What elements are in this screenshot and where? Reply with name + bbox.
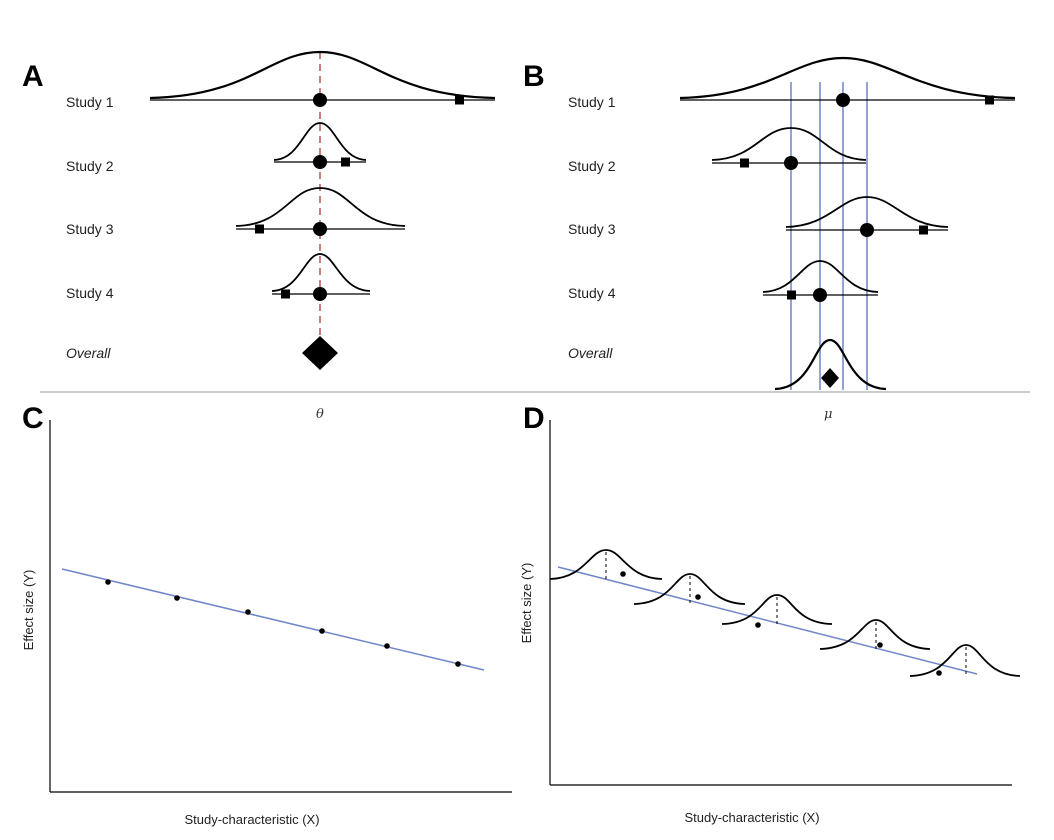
panel-b-study-3-estimate bbox=[860, 223, 874, 237]
panel-d-study-3-point bbox=[755, 622, 761, 628]
panel-d-study-2-point bbox=[695, 594, 701, 600]
panel-b-letter: B bbox=[523, 60, 545, 93]
panel-b-study-3-curve bbox=[785, 196, 949, 228]
panel-c: C Effect size (Y) Study-characteristic (… bbox=[21, 402, 512, 827]
panel-a-study-4-marker bbox=[281, 289, 290, 299]
panel-c-point-4 bbox=[319, 628, 325, 634]
panel-b-overall-curve bbox=[774, 338, 887, 391]
panel-c-point-1 bbox=[105, 579, 111, 585]
panel-a-label-overall: Overall bbox=[66, 345, 111, 361]
panel-b-study-3-marker bbox=[919, 225, 928, 235]
panel-a-study-3-estimate bbox=[313, 222, 327, 236]
panel-d-study-5-point bbox=[936, 670, 942, 676]
panel-c-xlabel: Study-characteristic (X) bbox=[184, 812, 319, 827]
panel-d-regression-line bbox=[557, 566, 978, 675]
panel-c-point-2 bbox=[174, 595, 180, 601]
panel-c-point-6 bbox=[455, 661, 461, 667]
panel-a-label-study-2: Study 2 bbox=[66, 158, 114, 174]
panel-d-ylabel: Effect size (Y) bbox=[519, 563, 534, 644]
panel-b-label-study-1: Study 1 bbox=[568, 94, 616, 110]
panel-a-axis-symbol: θ bbox=[316, 407, 324, 422]
panel-b: B Study 1 Study 2 Study 3 Study 4 Overal… bbox=[523, 56, 1016, 422]
panel-d-study-4-point bbox=[877, 642, 883, 648]
panel-a-study-2-marker bbox=[341, 157, 350, 167]
panel-a: A Study 1 Study 2 Study 3 Study 4 Overal… bbox=[22, 50, 496, 422]
panel-c-point-3 bbox=[245, 609, 251, 615]
panel-a-label-study-1: Study 1 bbox=[66, 94, 114, 110]
panel-b-label-study-3: Study 3 bbox=[568, 221, 616, 237]
panel-b-study-1-marker bbox=[985, 95, 994, 105]
panel-b-study-4-marker bbox=[787, 290, 796, 300]
panel-a-overall-diamond bbox=[302, 336, 338, 370]
panel-b-study-1-curve bbox=[679, 56, 1016, 100]
panel-a-study-2-curve bbox=[273, 122, 367, 161]
panel-a-study-4-estimate bbox=[313, 287, 327, 301]
panel-a-label-study-3: Study 3 bbox=[66, 221, 114, 237]
panel-d-study-1-point bbox=[620, 571, 626, 577]
panel-b-study-4-curve bbox=[762, 260, 879, 293]
panel-a-study-1-curve bbox=[149, 50, 496, 100]
panel-b-study-2-curve bbox=[711, 127, 867, 161]
panel-d-study-5-curve bbox=[909, 644, 1021, 677]
panel-b-label-study-4: Study 4 bbox=[568, 285, 616, 301]
panel-a-study-3-marker bbox=[255, 224, 264, 234]
panel-d-study-3-curve bbox=[721, 594, 833, 625]
panel-b-label-study-2: Study 2 bbox=[568, 158, 616, 174]
panel-a-study-1-estimate bbox=[313, 93, 327, 107]
panel-a-study-4-curve bbox=[271, 253, 371, 292]
panel-b-study-4-estimate bbox=[813, 288, 827, 302]
panel-d-letter: D bbox=[523, 402, 545, 435]
panel-c-letter: C bbox=[22, 402, 44, 435]
panel-b-axis-symbol: μ bbox=[824, 407, 832, 422]
panel-c-regression-line bbox=[61, 568, 485, 671]
panel-c-point-5 bbox=[384, 643, 390, 649]
panel-d-study-2-curve bbox=[633, 573, 746, 605]
panel-b-study-2-estimate bbox=[784, 156, 798, 170]
panel-b-overall-diamond bbox=[821, 368, 839, 388]
panel-d-study-1-curve bbox=[549, 549, 663, 580]
panel-b-label-overall: Overall bbox=[568, 345, 613, 361]
panel-a-study-1-marker bbox=[455, 95, 464, 105]
panel-b-study-1-estimate bbox=[836, 93, 850, 107]
panel-a-study-3-curve bbox=[235, 187, 406, 227]
panel-c-ylabel: Effect size (Y) bbox=[21, 570, 36, 651]
panel-a-study-2-estimate bbox=[313, 155, 327, 169]
panel-d-study-4-curve bbox=[819, 619, 931, 650]
panel-a-letter: A bbox=[22, 60, 44, 93]
panel-d: D Effect size (Y) Study-characteristic (… bbox=[519, 402, 1021, 825]
panel-b-study-2-marker bbox=[740, 158, 749, 168]
panel-a-label-study-4: Study 4 bbox=[66, 285, 114, 301]
panel-d-xlabel: Study-characteristic (X) bbox=[684, 810, 819, 825]
